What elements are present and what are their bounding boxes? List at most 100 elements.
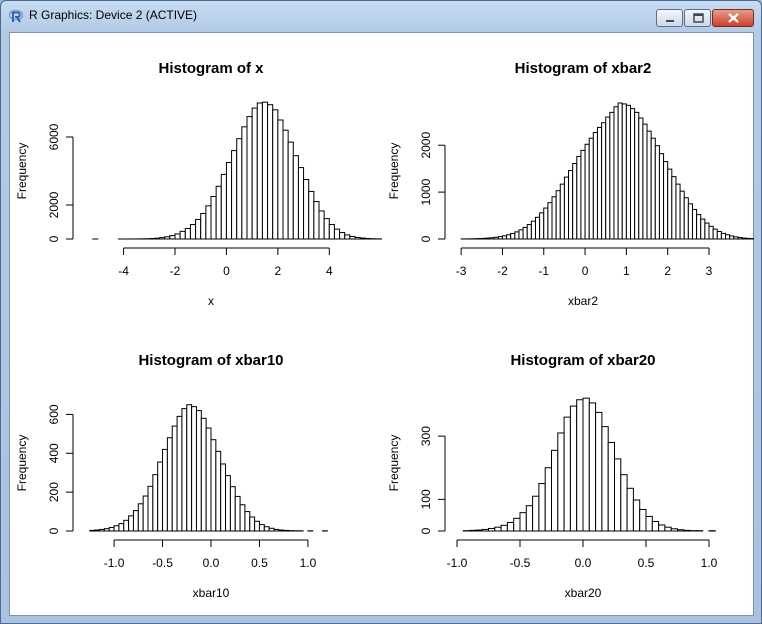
histogram-bar: [152, 474, 159, 532]
y-tick-label: 600: [47, 404, 61, 424]
histogram-bar: [704, 222, 710, 240]
x-tick-label: -2: [170, 264, 181, 278]
y-tick-label: 0: [419, 235, 433, 242]
histogram-bar: [588, 402, 597, 532]
chart-title: Histogram of xbar10: [138, 352, 283, 369]
histogram-bar: [200, 417, 207, 532]
title-bar[interactable]: R Graphics: Device 2 (ACTIVE): [1, 1, 761, 31]
histogram-bar: [519, 512, 527, 532]
histogram-bar: [236, 138, 243, 240]
chart-title: Histogram of xbar2: [515, 60, 652, 77]
histogram-bar: [328, 224, 335, 240]
minimize-button[interactable]: [656, 9, 683, 27]
x-tick-label: -1.0: [447, 556, 468, 570]
x-axis-label: xbar10: [193, 586, 230, 600]
histogram-bar: [169, 235, 176, 240]
histogram-bar: [658, 153, 665, 240]
x-tick-label: -0.5: [510, 556, 531, 570]
histogram-bar: [559, 183, 565, 240]
histogram-bar: [526, 224, 532, 240]
histogram-bar: [500, 524, 508, 532]
histogram-bar: [344, 234, 351, 240]
y-tick-label: 0: [47, 527, 61, 534]
x-tick-label: -4: [118, 264, 129, 278]
x-tick-label: -0.5: [152, 556, 173, 570]
histogram-bar: [522, 226, 528, 240]
window-title: R Graphics: Device 2 (ACTIVE): [29, 8, 198, 22]
histogram-bar: [272, 109, 279, 240]
histogram-bar: [323, 218, 330, 240]
histogram-bar: [576, 155, 582, 240]
histogram-bar: [679, 190, 685, 240]
x-tick-label: 0.5: [251, 556, 268, 570]
histogram-bar: [359, 237, 366, 240]
histogram-bar: [557, 432, 565, 532]
histogram-bar: [171, 425, 178, 532]
histogram-bar: [658, 524, 666, 532]
histogram-bar: [246, 116, 253, 240]
histogram-bar: [241, 126, 248, 240]
x-axis-label: xbar2: [568, 294, 598, 308]
histogram-bar: [162, 448, 168, 532]
histogram-x-panel: Histogram of x -4 -2 0 2 4 x 0 2000 6000 Frequency: [15, 60, 382, 308]
histogram-bar: [551, 449, 559, 532]
histogram-bar: [349, 235, 356, 240]
close-button[interactable]: [712, 9, 754, 27]
maximize-button[interactable]: [684, 9, 711, 27]
chart-title: Histogram of xbar20: [510, 352, 655, 369]
histogram-bar: [609, 111, 615, 240]
histogram-bar: [539, 212, 545, 240]
close-icon: [728, 13, 739, 23]
histogram-bar: [506, 521, 515, 532]
histogram-bar: [630, 108, 636, 240]
histogram-bar: [745, 237, 751, 240]
histogram-bar: [621, 103, 627, 240]
histogram-bar: [513, 517, 521, 532]
y-tick-label: 200: [47, 482, 61, 502]
y-tick-label: 0: [47, 235, 61, 242]
histogram-bar: [200, 213, 207, 240]
histogram-bar: [729, 235, 735, 240]
histogram-bar: [268, 527, 275, 532]
x-tick-label: 0: [223, 264, 230, 278]
histogram-bar: [229, 486, 236, 532]
histogram-bar: [176, 415, 183, 532]
histogram-bar: [277, 119, 284, 240]
histogram-bar: [568, 170, 574, 240]
histogram-bar: [166, 437, 173, 532]
histogram-bar: [210, 196, 217, 240]
x-tick-label: 1.0: [701, 556, 718, 570]
histogram-bar: [249, 516, 256, 532]
histogram-bar: [720, 232, 727, 240]
histogram-bar: [189, 224, 197, 240]
histogram-bar: [687, 203, 693, 240]
x-tick-label: -1.0: [104, 556, 125, 570]
histogram-bar: [651, 521, 660, 532]
histogram-bar: [605, 116, 611, 240]
histogram-bar: [555, 190, 561, 240]
histogram-bar: [210, 439, 217, 532]
x-tick-label: 1.0: [300, 556, 317, 570]
x-tick-label: 3: [706, 264, 713, 278]
histogram-bar: [234, 495, 241, 532]
histogram-bar: [514, 231, 520, 240]
histogram-bar: [256, 102, 263, 240]
histogram-bar: [569, 405, 578, 532]
histogram-bar: [563, 176, 570, 240]
histogram-bar: [576, 399, 584, 532]
histogram-bar: [645, 515, 653, 532]
histogram-bar: [626, 487, 634, 532]
histogram-bar: [601, 122, 607, 240]
histogram-bar: [551, 196, 557, 240]
histogram-bar: [595, 411, 603, 532]
histogram-bar: [488, 527, 496, 532]
histogram-bar: [313, 201, 320, 240]
y-axis-label: Frequency: [387, 143, 401, 200]
histogram-bar: [572, 162, 578, 240]
histogram-bar: [282, 129, 289, 240]
y-tick-label: 300: [419, 426, 433, 446]
histogram-bar: [544, 467, 552, 532]
histogram-bar: [639, 508, 647, 532]
histogram-bar: [691, 208, 698, 240]
